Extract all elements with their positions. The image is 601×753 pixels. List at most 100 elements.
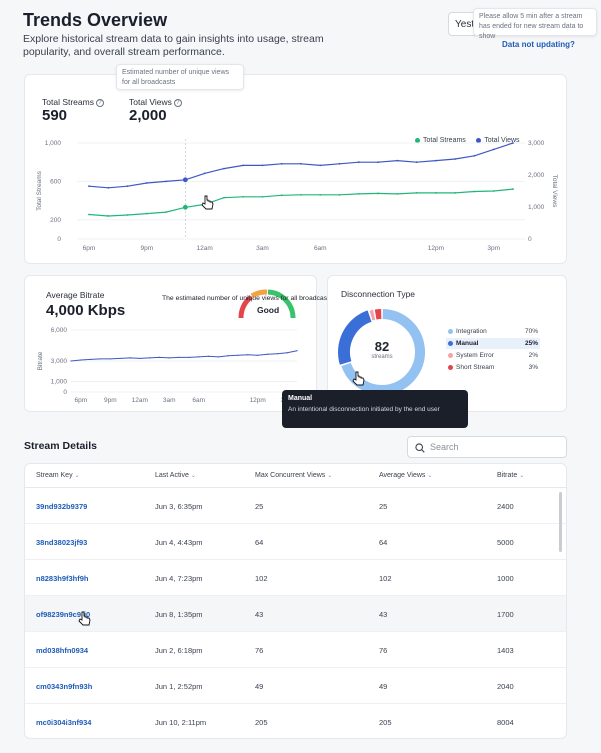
table-cell: 8004 [497,718,514,727]
pointer-cursor-icon [78,611,91,626]
search-input[interactable]: Search [407,436,567,458]
stream-key-link[interactable]: 38nd38023jf93 [36,538,88,547]
column-header[interactable]: Last Active ⌄ [155,472,196,479]
data-point [168,357,170,359]
table-row[interactable]: cm0343n9fn93h Jun 1, 2:52pm 49 49 2040 [25,668,566,704]
chevron-down-icon: ⌄ [327,473,333,479]
table-row[interactable]: 38nd38023jf93 Jun 4, 4:43pm 64 64 5000 [25,524,566,560]
table-cell: 1000 [497,574,514,583]
legend-item[interactable]: Integration 70% [446,326,540,337]
legend-item[interactable]: Total Streams [415,137,466,144]
table-cell: 25 [255,502,264,511]
table-cell: 64 [255,538,264,547]
table-row[interactable]: mc0i304i3nf934 Jun 10, 2:11pm 205 205 8004 [25,704,566,738]
stream-details-title: Stream Details [24,440,97,452]
data-point [492,190,495,192]
stream-key-link[interactable]: cm0343n9fn93h [36,682,93,691]
data-point [109,358,111,360]
search-placeholder: Search [430,442,459,452]
views-tooltip: Estimated number of unique views for all… [116,64,244,90]
legend-label: Integration [456,328,487,335]
data-point [182,177,188,183]
stream-key-link[interactable]: mc0i304i3nf934 [36,718,92,727]
data-not-updating-link[interactable]: Data not updating? [502,40,575,49]
x-tick: 6pm [83,245,96,252]
y-tick-right: 3,000 [528,140,545,147]
stream-key-link[interactable]: 39nd932b9379 [36,502,88,511]
data-point [227,355,229,357]
data-point [473,190,476,193]
column-header-label: Max Concurrent Views [255,472,326,479]
legend-item[interactable]: Total Views [476,137,520,144]
kpi-value: 2,000 [129,107,167,124]
stream-key-link[interactable]: of98239n9c9rj0 [36,610,91,619]
x-tick: 12am [197,245,213,252]
x-tick: 12am [132,397,148,404]
disconnection-card: Disconnection Type 82 streams Integratio… [327,275,567,412]
donut-legend: Integration 70% Manual 25% System Error 2% Sho… [446,326,540,374]
stream-key-link[interactable]: md038hfn0934 [36,646,89,655]
kpi-label: Total Views [129,97,172,107]
table-cell: 43 [379,610,388,619]
data-point [338,193,341,196]
data-point [261,195,264,198]
table-row[interactable]: of98239n9c9rj0 Jun 8, 1:35pm 43 43 1700 [25,596,566,632]
data-point [377,192,379,195]
legend-item[interactable]: Manual 25% [446,338,540,349]
table-body: 39nd932b9379 Jun 3, 6:35pm 25 25 2400 38nd380… [25,488,566,738]
kpi-value: 590 [42,107,68,124]
donut-center-label: streams [371,354,393,360]
data-point [126,214,129,216]
data-point [207,355,210,357]
data-point [357,161,360,164]
data-point [139,357,141,360]
legend-label: System Error [456,352,494,359]
data-point [203,172,206,175]
gauge-status: Good [257,305,280,315]
legend-percent: 25% [524,340,538,347]
dot-icon [415,137,420,143]
table-row[interactable]: 39nd932b9379 Jun 3, 6:35pm 25 25 2400 [25,488,566,524]
table-scrollbar[interactable] [559,492,562,552]
column-header[interactable]: Average Views ⌄ [379,472,432,479]
table-cell: 102 [379,574,392,583]
table-row[interactable]: n8283h9f3hf9h Jun 4, 7:23pm 102 102 1000 [25,560,566,596]
legend-item[interactable]: Short Stream 3% [446,362,540,373]
column-header[interactable]: Stream Key ⌄ [36,472,80,479]
data-point [512,142,514,144]
data-point [377,161,379,164]
column-header[interactable]: Bitrate ⌄ [497,472,524,479]
table-cell: 25 [379,502,388,511]
chart-legend: Total Streams Total Views [415,129,520,147]
donut-slice-manual [338,310,372,365]
donut-slice-system-error [369,309,376,321]
legend-item[interactable]: System Error 2% [446,350,540,361]
help-icon[interactable]: ? [95,98,104,107]
data-point [300,162,302,165]
dot-icon [448,352,453,358]
y-tick: 6,000 [51,327,68,334]
stream-details-table: Stream Key ⌄ Last Active ⌄ Max Concurrent … [24,463,567,739]
stream-key-link[interactable]: n8283h9f3hf9h [36,574,89,583]
x-tick: 3am [256,245,269,252]
chevron-down-icon: ⌄ [427,473,433,479]
y-axis-label-left: Total Streams [36,170,43,210]
gauge-tooltip: The estimated number of unique views for… [162,295,333,302]
data-point [266,353,269,355]
table-row[interactable]: md038hfn0934 Jun 2, 6:18pm 76 76 1403 [25,632,566,668]
manual-tooltip: Manual An intentional disconnection init… [282,390,468,428]
gauge-segment-mid [250,289,268,299]
data-point [99,358,102,360]
data-point [182,204,188,210]
data-point [319,193,322,196]
table-cell: Jun 10, 2:11pm [155,718,207,727]
series-line-bitrate [70,350,298,362]
data-point [80,359,82,361]
data-point [396,192,399,195]
data-point [454,158,457,160]
column-header[interactable]: Max Concurrent Views ⌄ [255,472,332,479]
y-tick-right: 1,000 [528,204,545,211]
data-point [492,148,495,151]
table-cell: 102 [255,574,268,583]
help-icon[interactable]: ? [173,98,182,107]
